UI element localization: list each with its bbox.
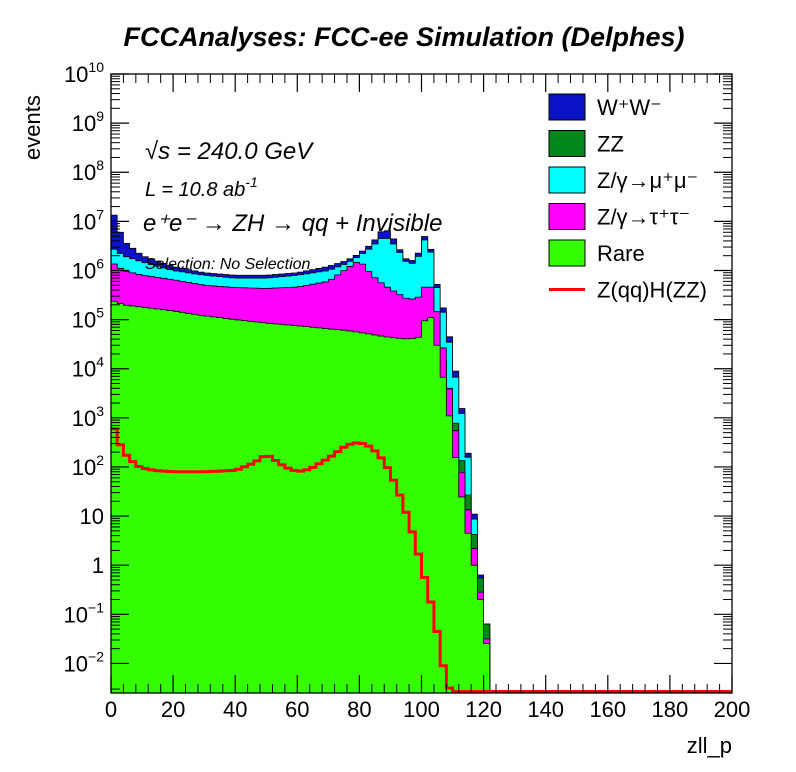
y-tick-label: 102 (72, 452, 104, 480)
legend-label: ZZ (597, 132, 624, 157)
y-tick-label: 10−2 (64, 648, 105, 676)
lumi-text: L = 10.8 ab (145, 179, 245, 201)
x-tick-label: 160 (589, 697, 626, 722)
lumi-annotation: L = 10.8 ab-1 (145, 174, 258, 201)
legend: W⁺W⁻ ZZ Z/γ→μ⁺μ⁻ Z/γ→τ⁺τ⁻ Rare Z(qq)H(ZZ) (548, 93, 707, 303)
legend-swatch (548, 203, 586, 230)
signal-line-layer (111, 427, 732, 693)
x-tick-label: 40 (223, 697, 247, 722)
legend-swatch (548, 130, 586, 157)
x-tick-label: 120 (465, 697, 502, 722)
y-tick-label: 1 (92, 553, 104, 578)
annotation-layer: √s = 240.0 GeV L = 10.8 ab-1 e⁺e⁻ → ZH →… (143, 138, 442, 273)
x-axis-label: zll_p (687, 733, 732, 758)
x-tick-label: 0 (105, 697, 117, 722)
process-annotation: e⁺e⁻ → ZH → qq + Invisible (143, 210, 442, 237)
stack-layer (110, 214, 491, 694)
x-tick-label: 200 (714, 697, 751, 722)
y-tick-label: 104 (72, 354, 104, 382)
x-tick-label: 100 (403, 697, 440, 722)
y-tick-label: 103 (72, 403, 104, 431)
legend-label: Z(qq)H(ZZ) (597, 278, 707, 303)
y-tick-label: 109 (72, 108, 104, 136)
x-tick-label: 140 (527, 697, 564, 722)
x-tick-label: 60 (285, 697, 309, 722)
x-tick-label: 20 (161, 697, 185, 722)
stack-area-Rare (110, 300, 491, 694)
legend-label: Z/γ→μ⁺μ⁻ (597, 168, 698, 193)
energy-annotation: √s = 240.0 GeV (145, 138, 314, 165)
selection-annotation: Selection: No Selection (145, 256, 311, 273)
legend-label: Rare (597, 241, 645, 266)
y-tick-label: 1010 (64, 59, 104, 87)
y-tick-label: 106 (72, 255, 104, 283)
x-tick-label: 80 (347, 697, 371, 722)
lumi-exponent: -1 (245, 174, 257, 190)
signal-line (111, 427, 732, 693)
axis-layer: 0 20 40 60 80 100 120 140 160 180 20010−210−111010… (64, 59, 751, 722)
y-tick-label: 10 (80, 504, 104, 529)
y-axis-label: events (20, 95, 45, 160)
y-tick-label: 105 (72, 305, 104, 333)
legend-swatch (548, 239, 586, 267)
y-tick-label: 107 (72, 206, 104, 234)
y-tick-label: 10−1 (64, 599, 105, 627)
legend-label: W⁺W⁻ (597, 95, 662, 120)
y-tick-label: 108 (72, 157, 104, 185)
legend-swatch (548, 93, 586, 121)
chart-title: FCCAnalyses: FCC-ee Simulation (Delphes) (123, 22, 684, 52)
legend-swatch (548, 166, 586, 194)
x-tick-label: 180 (652, 697, 689, 722)
legend-label: Z/γ→τ⁺τ⁻ (597, 205, 690, 230)
